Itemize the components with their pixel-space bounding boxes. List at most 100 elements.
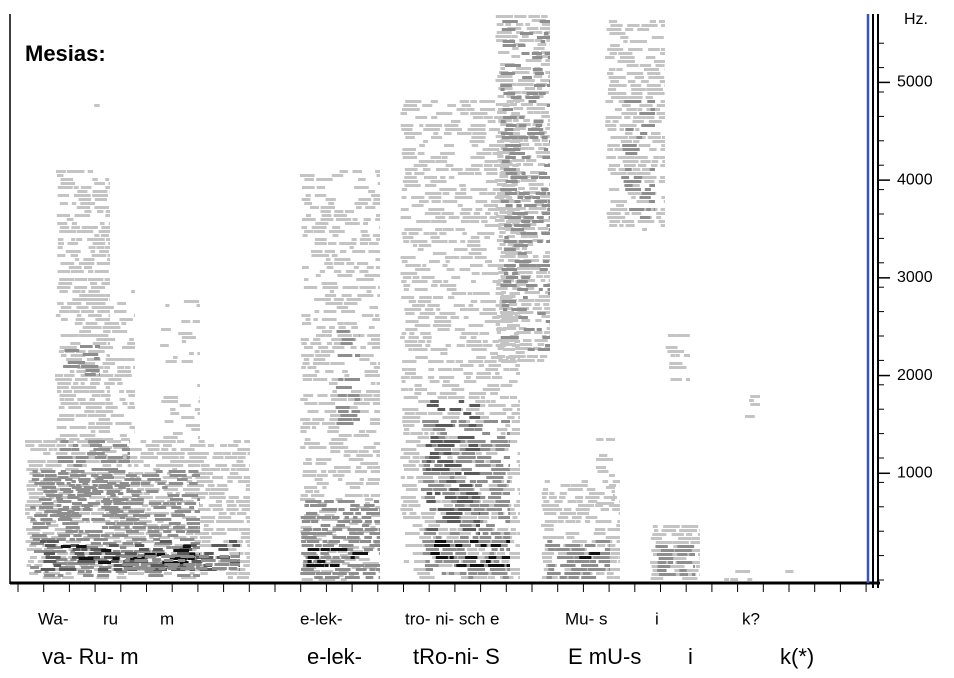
energy-cell xyxy=(321,218,334,221)
energy-cell xyxy=(447,412,460,415)
energy-cell xyxy=(698,533,700,536)
energy-cell xyxy=(525,291,540,294)
energy-cell xyxy=(81,310,94,313)
energy-cell xyxy=(364,494,369,497)
energy-cell xyxy=(325,302,342,305)
energy-cell xyxy=(458,456,476,459)
energy-cell xyxy=(30,556,37,559)
energy-cell xyxy=(105,178,109,181)
energy-cell xyxy=(342,338,355,341)
energy-cell xyxy=(689,553,695,556)
energy-cell xyxy=(496,15,513,18)
energy-cell xyxy=(92,488,97,491)
energy-cell xyxy=(60,488,71,491)
energy-cell xyxy=(649,120,662,123)
energy-cell xyxy=(633,140,639,143)
energy-cell xyxy=(529,183,544,186)
energy-cell xyxy=(43,440,57,443)
energy-cell xyxy=(588,568,606,571)
energy-cell xyxy=(547,576,552,579)
energy-cell xyxy=(358,178,366,181)
energy-cell xyxy=(327,266,334,269)
energy-cell xyxy=(537,359,544,362)
energy-cell xyxy=(503,348,515,351)
energy-cell xyxy=(369,306,378,309)
energy-cell xyxy=(148,448,160,451)
energy-cell xyxy=(610,80,619,83)
energy-cell xyxy=(499,259,504,262)
energy-cell xyxy=(446,164,454,167)
energy-cell xyxy=(469,304,474,307)
energy-cell xyxy=(410,512,417,515)
energy-cell xyxy=(139,548,149,551)
energy-cell xyxy=(100,402,106,405)
energy-cell xyxy=(405,412,415,415)
energy-cell xyxy=(467,548,477,551)
energy-cell xyxy=(471,136,485,139)
energy-cell xyxy=(533,68,543,71)
energy-cell xyxy=(29,492,44,495)
energy-cell xyxy=(353,516,358,519)
energy-cell xyxy=(540,355,547,358)
energy-cell xyxy=(86,406,102,409)
energy-cell xyxy=(609,220,620,223)
energy-cell xyxy=(65,398,74,401)
energy-cell xyxy=(476,356,486,359)
energy-cell xyxy=(423,168,431,171)
energy-cell xyxy=(496,508,502,511)
energy-cell xyxy=(444,132,452,135)
energy-cell xyxy=(126,488,130,491)
energy-cell xyxy=(312,226,327,229)
energy-cell xyxy=(485,368,498,371)
energy-cell xyxy=(431,236,440,239)
energy-cell xyxy=(40,518,52,521)
energy-cell xyxy=(486,524,495,527)
energy-cell xyxy=(41,568,56,571)
energy-cell xyxy=(302,198,311,201)
energy-cell xyxy=(88,170,93,173)
energy-cell xyxy=(500,284,516,287)
energy-cell xyxy=(343,286,359,289)
energy-cell xyxy=(479,528,493,531)
energy-cell xyxy=(537,36,550,39)
energy-cell xyxy=(303,362,310,365)
energy-cell xyxy=(313,318,318,321)
energy-cell xyxy=(301,552,316,555)
energy-cell xyxy=(640,132,647,135)
energy-cell xyxy=(434,320,451,323)
energy-cell xyxy=(301,338,309,341)
energy-cell xyxy=(378,362,380,365)
energy-cell xyxy=(548,548,555,551)
energy-cell xyxy=(507,100,514,103)
energy-cell xyxy=(356,454,373,457)
energy-cell xyxy=(90,444,102,447)
energy-cell xyxy=(404,132,422,135)
orthographic-syllable: Mu- s xyxy=(565,609,608,628)
energy-cell xyxy=(607,572,614,575)
energy-cell xyxy=(94,104,100,107)
energy-cell xyxy=(661,24,665,27)
energy-cell xyxy=(451,120,461,123)
energy-cell xyxy=(308,556,320,559)
energy-cell xyxy=(624,116,630,119)
energy-cell xyxy=(516,500,520,503)
energy-cell xyxy=(528,348,535,351)
energy-cell xyxy=(418,316,429,319)
energy-cell xyxy=(463,216,481,219)
energy-cell xyxy=(424,432,428,435)
energy-cell xyxy=(362,516,372,519)
energy-cell xyxy=(485,160,498,163)
energy-cell xyxy=(300,572,315,575)
energy-cell xyxy=(29,496,39,499)
energy-cell xyxy=(599,560,611,563)
energy-cell xyxy=(650,20,656,23)
energy-cell xyxy=(170,502,176,505)
energy-cell xyxy=(120,398,126,401)
energy-cell xyxy=(504,264,516,267)
energy-cell xyxy=(542,136,548,139)
energy-cell xyxy=(441,472,455,475)
energy-cell xyxy=(106,358,110,361)
energy-cell xyxy=(438,368,452,371)
energy-cell xyxy=(503,368,509,371)
energy-cell xyxy=(466,340,481,343)
